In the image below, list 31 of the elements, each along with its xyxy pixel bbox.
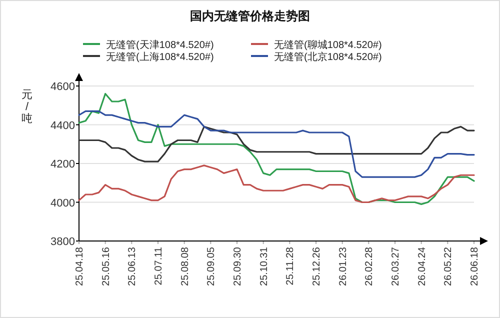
y-tick-label: 4600 — [50, 81, 75, 93]
line-series — [78, 110, 475, 178]
line-series — [78, 92, 475, 205]
x-tick-label: 25.08.08 — [180, 246, 191, 286]
line-series — [78, 126, 475, 162]
x-tick-label: 25.11.28 — [285, 246, 296, 286]
legend-label: 无缝管(聊城108*4.520#) — [274, 39, 382, 51]
x-tick-label: 26.02.28 — [364, 246, 376, 286]
x-tick-label: 26.05.22 — [443, 246, 454, 286]
x-tick-label: 26.06.18 — [470, 246, 480, 286]
x-tick-label: 25.06.13 — [127, 246, 138, 286]
y-axis-title: 元/吨 — [22, 89, 32, 125]
x-tick-label: 25.12.26 — [312, 246, 322, 286]
chart-title: 国内无缝管价格走势图 — [190, 9, 310, 23]
x-tick-label: 25.07.11 — [154, 246, 164, 286]
x-tick-label: 26.03.27 — [390, 246, 402, 286]
x-tick-label: 25.09.05 — [206, 246, 218, 286]
y-tick-label: 4000 — [50, 197, 75, 210]
legend-label: 无缝管(天津108*4.520#) — [106, 39, 214, 51]
x-tick-label: 26.04.24 — [416, 246, 428, 286]
legend-label: 无缝管(上海108*4.520#) — [106, 51, 214, 63]
legend-label: 无缝管(北京108*4.520#) — [274, 51, 382, 63]
x-tick-label: 25.09.30 — [232, 246, 244, 286]
y-tick-label: 4400 — [50, 120, 75, 132]
x-tick-label: 25.05.16 — [100, 246, 112, 286]
x-tick-label: 25.10.31 — [258, 246, 270, 286]
y-tick-label: 3800 — [50, 236, 75, 248]
line-series — [78, 164, 475, 204]
y-tick-label: 4200 — [50, 158, 75, 170]
x-tick-label: 26.01.23 — [338, 246, 349, 286]
x-tick-label: 25.04.18 — [74, 246, 86, 286]
